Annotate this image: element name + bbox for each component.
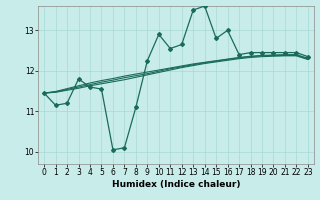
X-axis label: Humidex (Indice chaleur): Humidex (Indice chaleur) xyxy=(112,180,240,189)
